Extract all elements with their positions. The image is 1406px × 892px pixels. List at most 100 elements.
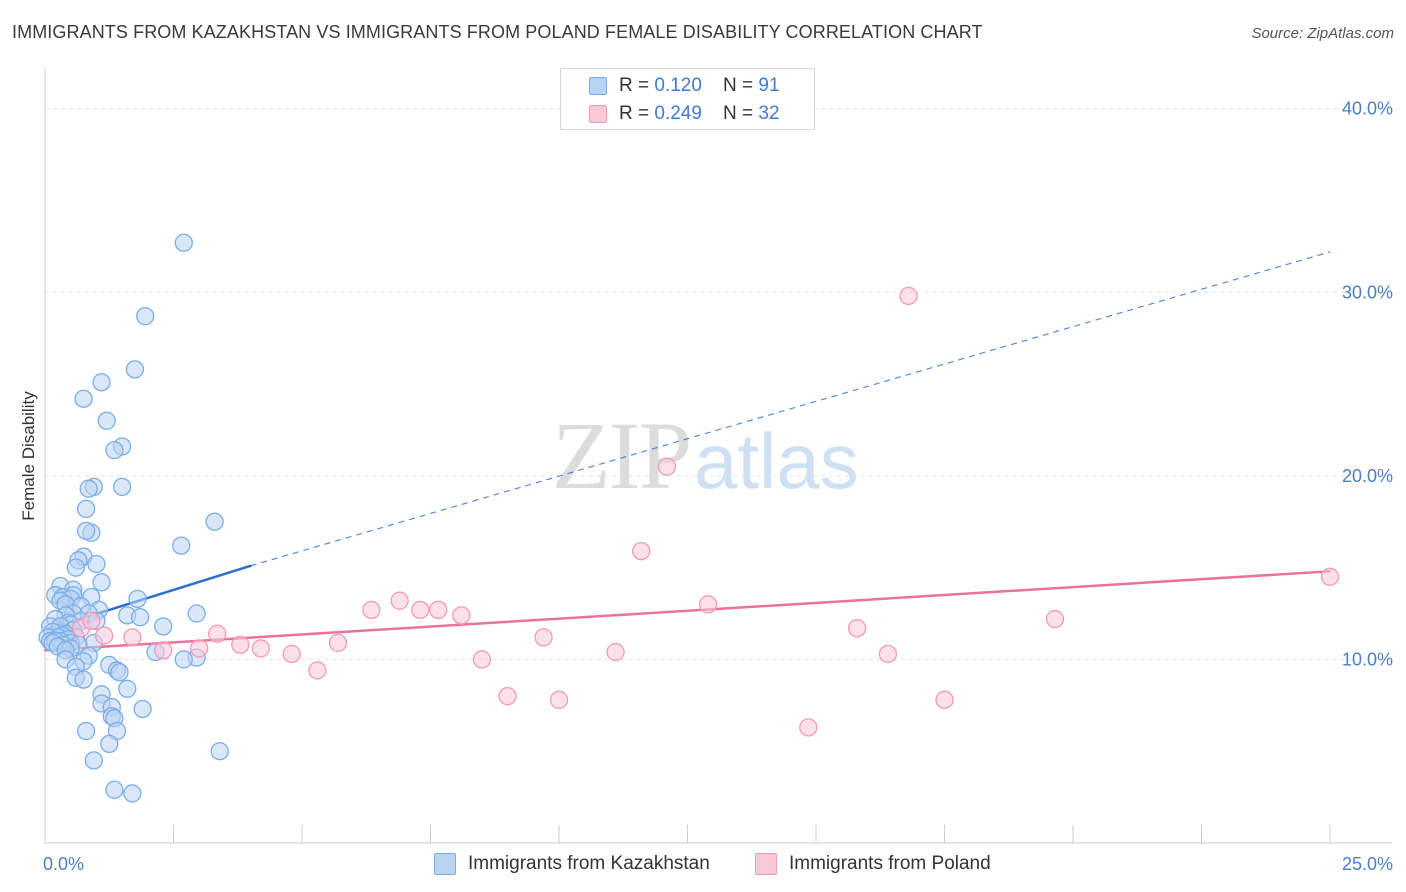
point-kazakhstan (105, 780, 124, 799)
point-kazakhstan (66, 558, 85, 577)
point-kazakhstan (187, 604, 206, 623)
watermark-atlas: atlas (694, 417, 859, 505)
point-kazakhstan (76, 521, 96, 541)
y-tick-label: 20.0% (1342, 466, 1393, 486)
point-kazakhstan (112, 477, 132, 497)
point-poland (251, 639, 271, 658)
point-poland (534, 628, 553, 647)
point-kazakhstan (174, 233, 193, 252)
legend-n-value-kazakhstan: 91 (758, 75, 780, 96)
legend-n-label: N = (701, 103, 759, 124)
legend-r-value-poland: 0.249 (654, 103, 702, 124)
trend-line-extension-kazakhstan (250, 251, 1331, 567)
point-kazakhstan (105, 441, 124, 460)
watermark-zip: ZIP (552, 402, 692, 509)
point-poland (606, 642, 625, 662)
x-tick-label: 25.0% (1342, 854, 1393, 874)
legend-n-value-poland: 32 (758, 103, 780, 124)
series-legend-kazakhstan: Immigrants from Kazakhstan (434, 851, 710, 877)
point-kazakhstan (133, 699, 152, 719)
point-kazakhstan (130, 608, 150, 627)
data-points (38, 233, 1340, 803)
watermark: ZIPatlas (552, 400, 859, 511)
point-kazakhstan (125, 360, 145, 379)
point-kazakhstan (74, 670, 93, 689)
point-kazakhstan (76, 499, 96, 519)
legend-r-label: R = (619, 103, 655, 124)
y-tick-label: 10.0% (1342, 649, 1393, 669)
y-tick-label: 40.0% (1342, 99, 1393, 119)
point-kazakhstan (174, 650, 193, 669)
point-poland (452, 606, 471, 625)
point-kazakhstan (118, 679, 137, 698)
point-poland (208, 624, 227, 643)
legend-swatch-kazakhstan (589, 77, 607, 95)
point-kazakhstan (97, 411, 116, 430)
legend-row-poland: R = 0.249 N = 32 (619, 102, 780, 126)
point-kazakhstan (136, 306, 155, 326)
point-kazakhstan (74, 389, 93, 408)
series-name-kazakhstan: Immigrants from Kazakhstan (468, 853, 710, 874)
point-kazakhstan (128, 589, 147, 608)
point-poland (935, 690, 954, 709)
point-poland (549, 690, 569, 709)
point-kazakhstan (79, 479, 98, 498)
point-kazakhstan (154, 617, 173, 636)
point-poland (847, 619, 867, 638)
point-poland (657, 457, 677, 476)
chart-source: Source: ZipAtlas.com (1251, 25, 1394, 42)
point-poland (1045, 609, 1065, 629)
point-poland (878, 644, 898, 664)
y-tick-label: 30.0% (1342, 282, 1393, 302)
series-name-poland: Immigrants from Poland (789, 853, 991, 874)
point-kazakhstan (172, 536, 191, 555)
point-poland (362, 600, 381, 620)
series-swatch-kazakhstan (434, 853, 456, 875)
point-poland (498, 686, 517, 706)
axes (44, 68, 1392, 844)
point-kazakhstan (210, 742, 229, 761)
point-poland (308, 661, 327, 680)
point-poland (231, 635, 250, 654)
point-kazakhstan (87, 554, 106, 574)
point-poland (899, 286, 918, 306)
point-kazakhstan (92, 373, 111, 392)
series-swatch-poland (755, 853, 777, 875)
point-poland (799, 718, 818, 737)
point-poland (390, 591, 409, 610)
point-kazakhstan (123, 784, 142, 803)
point-poland (123, 628, 142, 647)
legend-r-label: R = (619, 75, 655, 96)
point-kazakhstan (84, 751, 103, 770)
point-kazakhstan (205, 512, 224, 531)
tick-labels: 10.0% 20.0% 30.0% 40.0% 0.0% 25.0% (43, 99, 1393, 874)
point-kazakhstan (110, 663, 129, 682)
point-kazakhstan (100, 734, 119, 754)
legend-r-value-kazakhstan: 0.120 (654, 75, 702, 96)
correlation-legend: R = 0.120 N = 91 R = 0.249 N = 32 (560, 68, 815, 130)
point-poland (698, 595, 718, 614)
point-poland (472, 650, 492, 669)
point-poland (328, 633, 348, 653)
point-poland (282, 644, 301, 664)
legend-n-label: N = (701, 75, 759, 96)
trend-line-poland (43, 570, 1332, 652)
x-tick-label: 0.0% (43, 854, 84, 874)
point-poland (1320, 567, 1340, 586)
point-poland (632, 541, 651, 561)
legend-row-kazakhstan: R = 0.120 N = 91 (619, 74, 780, 98)
point-poland (94, 626, 114, 645)
point-poland (429, 600, 448, 620)
point-kazakhstan (76, 721, 96, 741)
gridlines (45, 108, 1392, 660)
point-poland (154, 641, 173, 660)
legend-swatch-poland (589, 105, 607, 123)
y-axis-label: Female Disability (19, 391, 38, 521)
chart-title: IMMIGRANTS FROM KAZAKHSTAN VS IMMIGRANTS… (12, 22, 983, 42)
point-poland (82, 611, 101, 631)
point-poland (411, 600, 430, 620)
point-poland (190, 639, 209, 658)
trend-lines (43, 251, 1332, 652)
series-legend-poland: Immigrants from Poland (755, 851, 991, 877)
